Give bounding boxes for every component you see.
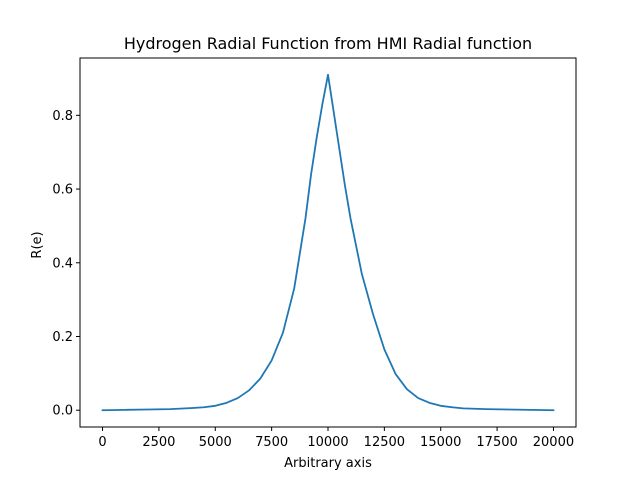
x-tick-label: 2500	[142, 435, 175, 450]
y-tick-label: 0.8	[52, 109, 73, 124]
x-tick-label: 15000	[420, 435, 461, 450]
x-tick-label: 5000	[199, 435, 232, 450]
y-tick-label: 0.0	[52, 404, 73, 419]
x-tick-label: 20000	[533, 435, 574, 450]
y-tick-label: 0.4	[52, 256, 73, 271]
chart-title: Hydrogen Radial Function from HMI Radial…	[124, 34, 532, 53]
x-axis-label: Arbitrary axis	[284, 456, 372, 471]
x-tick-label: 0	[98, 435, 106, 450]
ticks-layer: 0 2500 5000 7500 10000 12500 15000 17500 20000 0.…	[52, 109, 574, 450]
x-tick-label: 17500	[476, 435, 517, 450]
x-tick-label: 12500	[364, 435, 405, 450]
x-tick-label: 10000	[307, 435, 348, 450]
x-tick-label: 7500	[255, 435, 288, 450]
y-axis-label: R(e)	[30, 231, 45, 258]
axes-frame	[79, 57, 577, 428]
y-tick-label: 0.2	[52, 330, 73, 345]
y-tick-label: 0.6	[52, 183, 73, 198]
plot-layer	[101, 73, 555, 412]
series-line	[101, 73, 555, 412]
